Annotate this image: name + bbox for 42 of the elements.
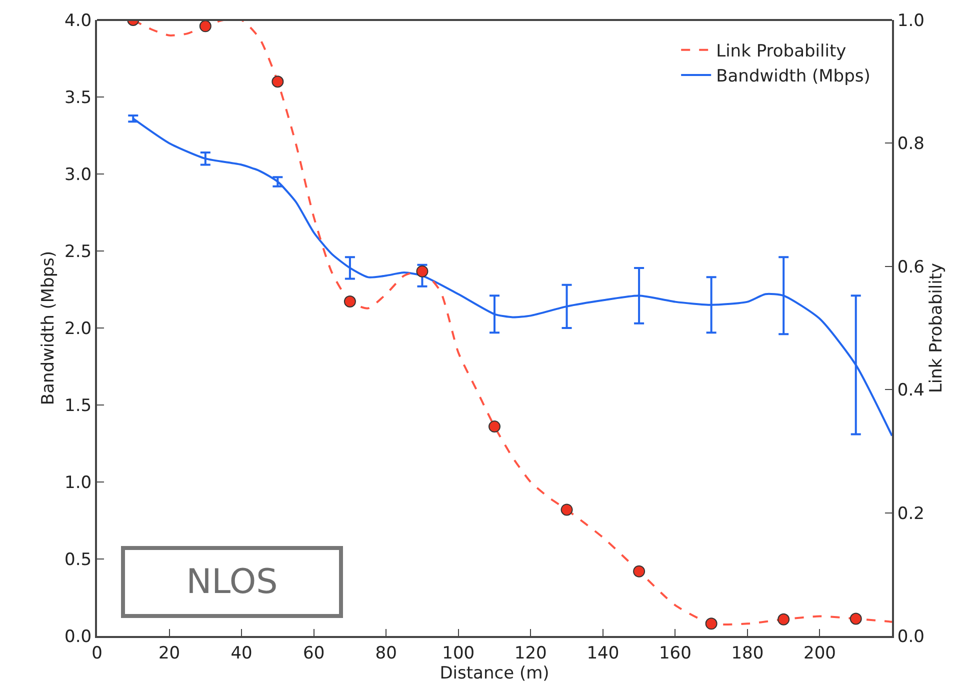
point <box>272 76 284 88</box>
y2-axis-title: Link Probability <box>926 262 946 394</box>
y2-tick-label: 0.2 <box>897 504 924 524</box>
point <box>199 20 212 32</box>
y-axis-title: Bandwidth (Mbps) <box>38 250 59 406</box>
y-tick-label: 1.5 <box>64 396 92 416</box>
point <box>778 613 790 626</box>
x-tick-label: 0 <box>92 643 102 664</box>
legend-label: Link Probability <box>716 42 846 62</box>
x-tick-label: 140 <box>586 643 620 664</box>
legend-label: Bandwidth (Mbps) <box>716 66 870 87</box>
y2-tick-label: 0.0 <box>897 626 924 647</box>
y-tick-label: 2.5 <box>64 242 92 262</box>
x-axis-title: Distance (m) <box>440 663 550 684</box>
y2-tick-label: 0.8 <box>897 134 924 154</box>
point <box>705 618 718 630</box>
y-tick-label: 1.0 <box>64 472 92 493</box>
x-tick-label: 40 <box>230 643 252 664</box>
y-tick-label: 3.5 <box>64 88 92 108</box>
y-tick-label: 0.0 <box>64 626 92 647</box>
x-tick-label: 100 <box>442 643 475 664</box>
y2-tick-label: 0.4 <box>897 380 924 401</box>
x-tick-label: 60 <box>303 643 325 664</box>
y-tick-label: 2.0 <box>64 318 92 339</box>
point <box>560 504 573 516</box>
y-tick-label: 3.0 <box>64 164 92 185</box>
x-tick-label: 160 <box>658 643 692 664</box>
annotation: NLOS <box>186 562 278 602</box>
y2-tick-label: 0.6 <box>897 257 924 278</box>
x-tick-label: 180 <box>731 643 764 664</box>
point <box>488 420 500 433</box>
y-tick-label: 4.0 <box>64 10 92 31</box>
x-tick-label: 80 <box>375 643 397 664</box>
x-tick-label: 200 <box>804 643 836 664</box>
y-tick-label: 0.5 <box>64 550 92 570</box>
x-tick-label: 120 <box>514 643 547 664</box>
x-tick-label: 20 <box>158 643 180 664</box>
y2-tick-label: 1.0 <box>897 10 924 31</box>
point <box>850 612 862 625</box>
point <box>633 565 646 578</box>
point <box>344 296 356 308</box>
point <box>416 265 428 278</box>
